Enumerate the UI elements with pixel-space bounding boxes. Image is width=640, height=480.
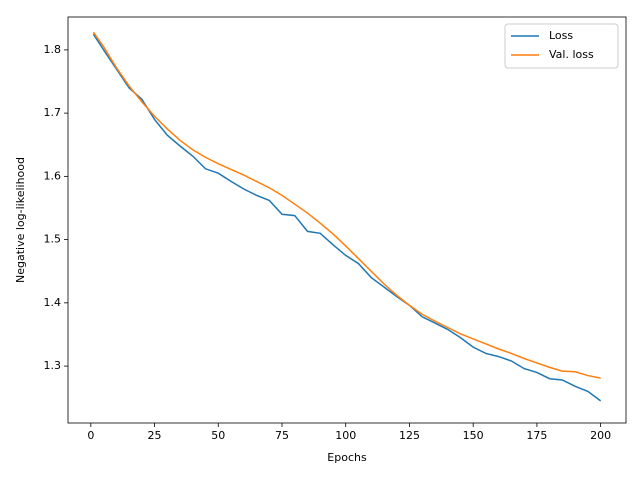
legend-label: Val. loss (549, 48, 594, 61)
series-line (92, 31, 601, 379)
x-tick-label: 200 (590, 429, 611, 442)
x-tick-label: 25 (148, 429, 162, 442)
legend-box (504, 23, 619, 69)
series-line (92, 33, 602, 402)
y-tick-label: 1.6 (44, 169, 62, 182)
x-tick-label: 125 (399, 429, 420, 442)
y-tick-label: 1.8 (44, 43, 62, 56)
x-tick-label: 0 (87, 429, 94, 442)
x-tick-label: 75 (275, 429, 289, 442)
x-tick-label: 100 (335, 429, 356, 442)
y-tick-label: 1.3 (44, 359, 62, 372)
y-tick-label: 1.7 (44, 106, 62, 119)
y-tick-label: 1.4 (44, 296, 62, 309)
x-tick-label: 175 (526, 429, 547, 442)
x-axis-label: Epochs (327, 451, 367, 464)
x-tick-label: 50 (211, 429, 225, 442)
y-axis-label: Negative log-likelihood (14, 157, 27, 283)
legend-label: Loss (549, 29, 573, 42)
x-tick-label: 150 (463, 429, 484, 442)
y-tick-label: 1.5 (44, 233, 62, 246)
plot-frame (67, 16, 627, 424)
